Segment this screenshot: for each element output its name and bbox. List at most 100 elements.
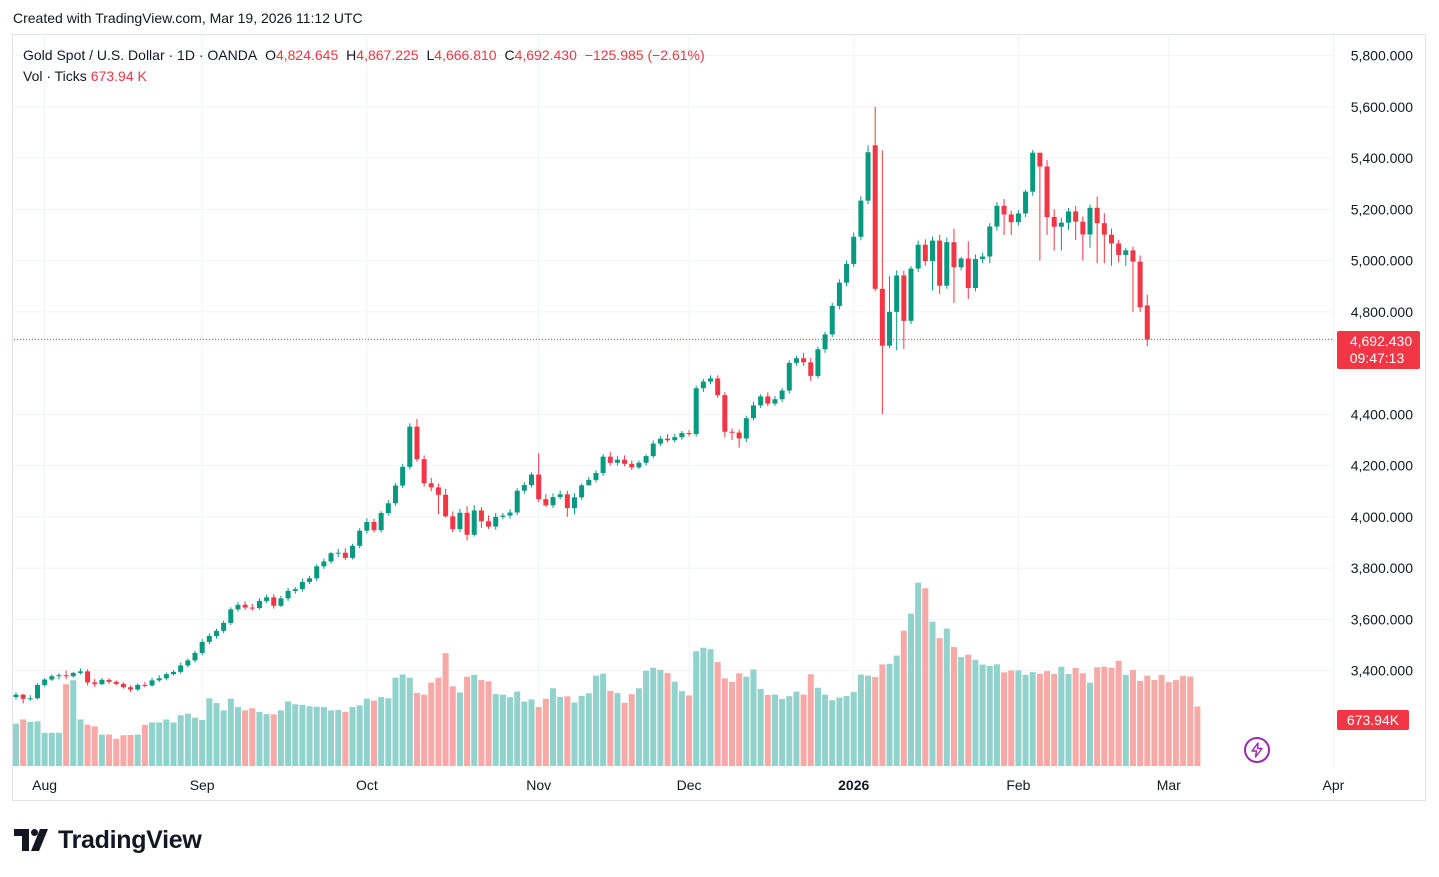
candle-body: [328, 553, 334, 562]
candle: [1080, 216, 1086, 261]
candle: [350, 543, 356, 560]
volume-bar: [965, 654, 972, 766]
candle-body: [908, 268, 914, 321]
candle-body: [213, 630, 219, 637]
volume-bar: [1001, 672, 1008, 766]
candle: [858, 196, 864, 241]
volume-bar: [55, 732, 62, 766]
candle: [199, 639, 205, 656]
candle: [113, 680, 119, 686]
volume-bar: [1008, 670, 1015, 766]
candle: [514, 488, 520, 516]
candle-body: [1073, 211, 1079, 222]
y-tick-label: 4,000.000: [1351, 509, 1413, 525]
candle-body: [392, 485, 398, 504]
candle: [371, 518, 377, 533]
volume-bar: [1094, 667, 1101, 766]
volume-bar: [63, 684, 70, 766]
candle: [779, 387, 785, 403]
price-axis[interactable]: 5,800.000 5,600.000 5,400.000 5,200.000 5,00…: [1351, 48, 1413, 679]
volume-bar: [106, 734, 113, 766]
candle-body: [772, 399, 778, 404]
volume-bar: [1187, 676, 1194, 766]
volume-bar: [807, 674, 814, 766]
candle-body: [385, 503, 391, 514]
candle-body: [228, 609, 234, 623]
open-value: 4,824.645: [275, 47, 339, 63]
volume-bar: [1087, 682, 1093, 766]
volume-bar: [1122, 674, 1129, 766]
candle: [27, 695, 33, 701]
candle: [228, 607, 234, 625]
candle-body: [435, 487, 441, 495]
candle-body: [407, 426, 413, 467]
x-tick-label: Dec: [677, 777, 702, 793]
candle-body: [564, 494, 570, 509]
high-label: H: [346, 47, 357, 63]
candle: [579, 483, 585, 500]
volume-label[interactable]: Vol · Ticks: [23, 68, 87, 84]
candle-body: [750, 405, 756, 419]
candle-body: [672, 437, 678, 441]
candle: [13, 692, 19, 700]
candle: [901, 270, 907, 350]
volume-bar: [213, 703, 220, 766]
candle-body: [371, 521, 377, 531]
volume-bar: [471, 674, 478, 766]
candle-body: [929, 240, 935, 262]
volume-bar: [84, 724, 91, 766]
volume-bar: [1108, 667, 1115, 766]
candle-body: [464, 512, 470, 535]
candle-body: [1066, 211, 1072, 223]
volume-bar: [413, 692, 420, 766]
candle: [743, 415, 749, 443]
volume-bar: [184, 713, 191, 766]
volume-bar: [893, 655, 900, 766]
candle: [894, 270, 900, 351]
candle-body: [443, 494, 449, 517]
candle: [271, 594, 277, 609]
volume-bar: [771, 694, 778, 766]
volume-bar: [48, 732, 55, 766]
time-axis[interactable]: Aug Sep Oct Nov Dec 2026 Feb Mar Apr: [32, 777, 1344, 793]
candle-body: [49, 676, 55, 680]
volume-bar: [13, 723, 19, 766]
candle-body: [1030, 152, 1036, 192]
candle: [607, 451, 613, 466]
candle: [564, 490, 570, 517]
volume-bar: [779, 698, 786, 766]
volume-bar: [435, 677, 442, 766]
candle-body: [142, 684, 148, 686]
volume-bar: [270, 714, 277, 766]
grid-lines: [14, 35, 1334, 768]
candle-body: [1023, 191, 1029, 214]
candle: [686, 430, 692, 437]
volume-bar: [664, 673, 671, 766]
candle: [1094, 196, 1100, 264]
volume-bar: [449, 686, 456, 766]
candle-body: [693, 388, 699, 435]
candle-body: [185, 660, 191, 666]
candle-body: [743, 418, 749, 439]
chart-frame[interactable]: [12, 34, 1426, 801]
volume-bar: [936, 638, 943, 766]
candle-body: [858, 200, 864, 237]
candle-body: [285, 590, 291, 599]
candle-body: [536, 474, 542, 500]
volume-bar: [1165, 682, 1172, 766]
volume-bar: [363, 698, 370, 766]
candle: [500, 513, 506, 520]
volume-bar: [628, 694, 635, 766]
lightning-bolt-icon[interactable]: [1244, 737, 1270, 763]
volume-bar: [1194, 706, 1201, 766]
volume-bar: [177, 715, 184, 766]
tradingview-logo[interactable]: TradingView: [14, 826, 202, 854]
close-label: C: [504, 47, 515, 63]
symbol-title[interactable]: Gold Spot / U.S. Dollar · 1D · OANDA: [23, 47, 258, 63]
candle-body: [163, 674, 169, 679]
candle: [42, 678, 48, 687]
volume-bar: [285, 701, 292, 766]
volume-bar: [915, 582, 922, 766]
candle: [242, 601, 248, 610]
